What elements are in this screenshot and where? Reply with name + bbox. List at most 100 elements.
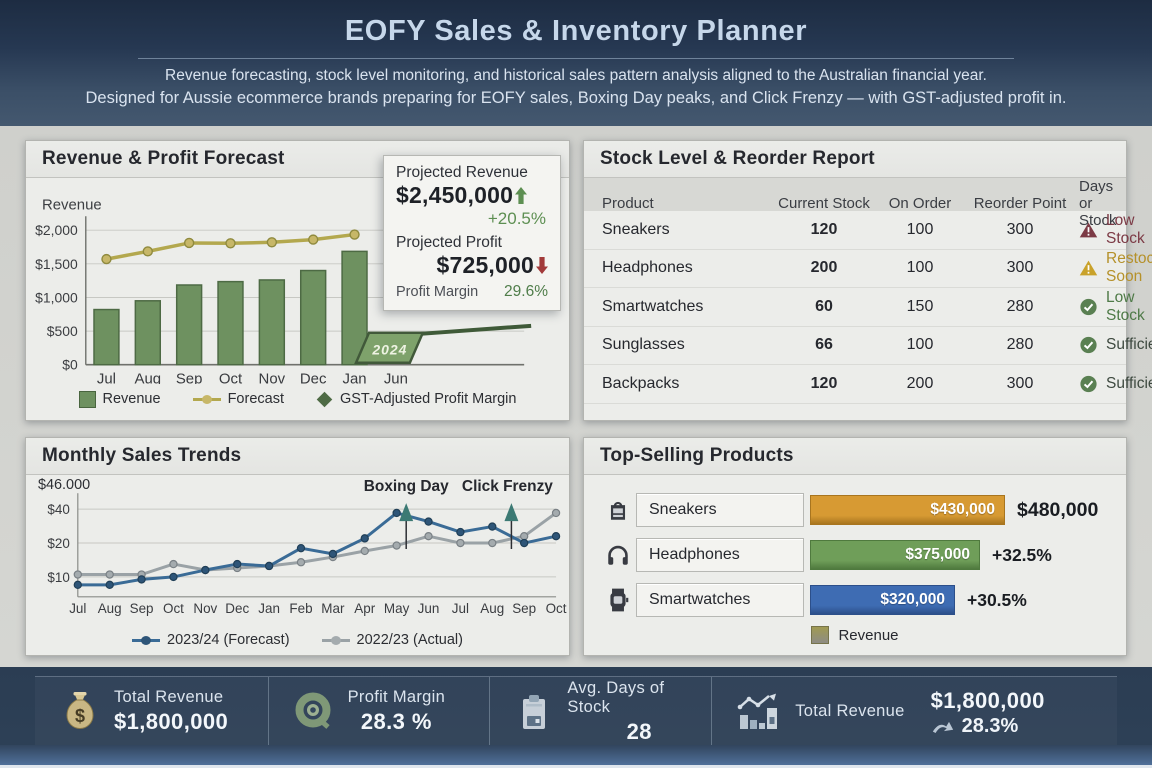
footer-bottom-strip <box>0 745 1152 768</box>
svg-text:Jul: Jul <box>69 601 86 616</box>
kpi-sub-value: 28.3% <box>931 715 1045 738</box>
stock-level-reorder-panel: Stock Level & Reorder Report Product Curr… <box>583 140 1152 421</box>
kpi-sub-percent: 28.3% <box>961 714 1019 737</box>
legend-line-swatch <box>321 635 350 645</box>
svg-text:Revenue: Revenue <box>42 196 102 213</box>
top-selling-products-panel: Top-Selling Products Sneakers $430,000 $48… <box>583 437 1127 656</box>
header: EOFY Sales & Inventory Planner Revenue f… <box>0 0 1152 126</box>
table-row: Sunglasses 66 100 280 Sufficient <box>584 327 1152 365</box>
status-label: Restock Soon <box>1106 250 1152 286</box>
svg-text:$46.000: $46.000 <box>38 477 90 493</box>
product-cell: Headphones <box>602 259 693 277</box>
revenue-bar-Oct <box>217 280 244 366</box>
subtitle-line-1: Revenue forecasting, stock level monitor… <box>165 67 987 84</box>
top-product-row: Smartwatches $320,000 +30.5% <box>600 582 1116 618</box>
on-order-cell: 100 <box>906 220 934 238</box>
projected-revenue-delta: +20.5% <box>487 209 546 228</box>
revenue-bar-Dec <box>299 269 327 366</box>
table-row: Headphones 200 100 300 Restock Soon <box>584 250 1152 288</box>
legend-item-gst-adjusted-profit-margin: GST-Adjusted Profit Margin <box>316 391 517 407</box>
projected-revenue-value: $2,450,000 <box>396 182 514 208</box>
svg-text:Dec: Dec <box>225 601 249 616</box>
kpi-total-revenue: Total Revenue $1,800,000 28.3% <box>711 677 1117 746</box>
svg-text:Boxing Day: Boxing Day <box>364 478 449 495</box>
svg-text:Aug: Aug <box>135 371 162 384</box>
table-row: Backpacks 120 200 300 Sufficient <box>584 365 1152 404</box>
legend-label: GST-Adjusted Profit Margin <box>339 391 517 407</box>
product-name-box: Smartwatches <box>636 583 804 617</box>
legend-label: Revenue <box>102 391 161 407</box>
svg-text:Nov: Nov <box>193 601 217 616</box>
svg-text:Sep: Sep <box>130 601 154 616</box>
on-order-cell: 200 <box>906 374 934 392</box>
svg-text:$500: $500 <box>47 323 78 339</box>
bar-chart-icon <box>736 692 782 732</box>
reorder-point-cell: 300 <box>1006 259 1034 277</box>
table-row: Sneakers 120 100 300 Low Stock <box>584 211 1145 250</box>
top-panel-title: Top-Selling Products <box>600 445 794 466</box>
legend-label: 2023/24 (Forecast) <box>167 632 290 648</box>
product-cell: Smartwatches <box>602 297 704 315</box>
page-title: EOFY Sales & Inventory Planner <box>344 15 808 47</box>
svg-text:Jul: Jul <box>97 371 116 384</box>
profit-margin-label: Profit Margin <box>396 284 479 300</box>
stock-table: Product Current Stock On Order Reorder Poin… <box>584 178 1152 404</box>
revenue-legend-swatch <box>811 626 830 644</box>
forecast-chart-legend: Revenue Forecast GST-Adjusted Profit Margi… <box>26 384 569 414</box>
on-order-cell: 150 <box>906 297 934 315</box>
legend-line-swatch <box>132 635 161 645</box>
product-name-box: Headphones <box>636 538 804 572</box>
product-name-box: Sneakers <box>636 493 804 527</box>
header-subtitle: Revenue forecasting, stock level monitor… <box>0 67 1152 108</box>
legend-line-swatch <box>192 394 221 404</box>
revenue-bar-Jul <box>93 308 120 366</box>
svg-text:Aug: Aug <box>98 601 122 616</box>
annotation-arrow-icon <box>504 503 519 522</box>
subtitle-line-2: Designed for Aussie ecommerce brands pre… <box>85 89 1067 107</box>
svg-text:Jan: Jan <box>342 371 366 384</box>
svg-text:Dec: Dec <box>300 371 327 384</box>
svg-text:Oct: Oct <box>219 371 243 384</box>
legend-item-2023-24-forecast-: 2023/24 (Forecast) <box>132 632 290 648</box>
down-arrow-icon <box>536 257 548 274</box>
svg-text:Oct: Oct <box>546 601 567 616</box>
revenue-bar: $430,000 <box>810 495 1005 525</box>
legend-square-swatch <box>78 390 96 408</box>
legend-item-revenue: Revenue <box>78 390 161 408</box>
current-stock-cell: 120 <box>810 374 838 392</box>
svg-text:Apr: Apr <box>354 601 375 616</box>
svg-text:$10: $10 <box>47 570 69 585</box>
svg-text:Jul: Jul <box>452 601 469 616</box>
kpi-total-revenue: $ Total Revenue $1,800,000 <box>35 677 268 746</box>
column-header-product: Product <box>602 195 654 212</box>
trends-panel-title: Monthly Sales Trends <box>42 445 242 466</box>
header-divider <box>138 58 1014 59</box>
check-circle-icon <box>1079 375 1098 393</box>
status-label: Sufficient <box>1106 374 1152 392</box>
legend-item-2022-23-actual-: 2022/23 (Actual) <box>321 632 463 648</box>
svg-text:$40: $40 <box>47 502 69 517</box>
revenue-profit-forecast-panel: Revenue & Profit Forecast Revenue $0 $500 $… <box>25 140 570 421</box>
legend-label: Forecast <box>227 391 284 407</box>
secondary-value-label: +30.5% <box>967 589 1027 610</box>
stock-status-cell: Sufficient <box>1079 375 1152 393</box>
trends-panel-header: Monthly Sales Trends <box>26 438 569 475</box>
current-stock-cell: 66 <box>815 336 833 354</box>
main-content: Revenue & Profit Forecast Revenue $0 $500 $… <box>0 126 1152 667</box>
on-order-cell: 100 <box>906 259 934 277</box>
revenue-bar-Sep <box>175 284 203 366</box>
current-stock-cell: 200 <box>810 259 838 277</box>
stock-panel-header: Stock Level & Reorder Report <box>584 141 1126 178</box>
stock-table-header: Product Current Stock On Order Reorder Poin… <box>584 178 1126 229</box>
profit-margin-value: 29.6% <box>504 283 548 300</box>
monthly-sales-trends-chart: $46.000 $10 $20 $40 Boxing Day Click Frenzy Ju… <box>38 477 567 616</box>
top-product-row: Headphones $375,000 +32.5% <box>600 537 1116 573</box>
series-line-1 <box>77 511 557 577</box>
stock-status-cell: Sufficient <box>1079 336 1152 354</box>
svg-text:Jun: Jun <box>384 371 408 384</box>
table-row: Smartwatches 60 150 280 Low Stock <box>584 288 1145 327</box>
svg-text:Oct: Oct <box>163 601 184 616</box>
kpi-label: Profit Margin <box>347 688 446 706</box>
check-circle-icon <box>1079 336 1098 354</box>
warning-triangle-icon <box>1079 221 1098 239</box>
